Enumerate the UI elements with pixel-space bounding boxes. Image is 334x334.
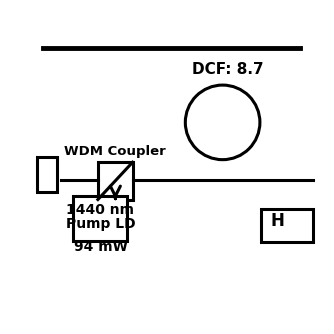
Text: DCF: 8.7: DCF: 8.7 bbox=[192, 62, 264, 77]
Bar bbox=[98, 162, 133, 199]
Bar bbox=[261, 208, 313, 242]
Bar bbox=[73, 196, 128, 241]
Text: WDM Coupler: WDM Coupler bbox=[64, 145, 166, 158]
Bar bbox=[37, 157, 57, 192]
Text: 94 mW: 94 mW bbox=[73, 240, 127, 254]
Text: 1440 nm: 1440 nm bbox=[66, 203, 135, 217]
Circle shape bbox=[185, 85, 260, 160]
Text: H: H bbox=[271, 212, 285, 230]
Text: Pump LD: Pump LD bbox=[66, 217, 135, 231]
